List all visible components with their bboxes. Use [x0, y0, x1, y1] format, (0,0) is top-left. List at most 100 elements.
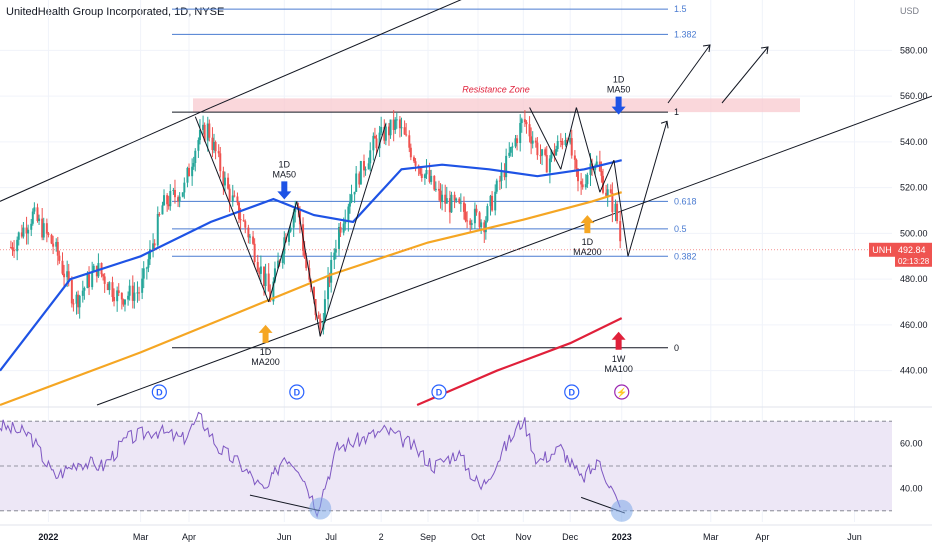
candle-body [294, 206, 297, 213]
bar-countdown: 02:13:28 [898, 257, 930, 266]
candle-body [503, 171, 506, 178]
candle-body [347, 206, 350, 221]
price-tick-label: 500.00 [900, 228, 928, 238]
candle-body [486, 206, 489, 221]
candle-body [523, 119, 526, 123]
swing-line [599, 159, 615, 193]
price-tick-label: 580.00 [900, 45, 928, 55]
symbol-badge [869, 242, 895, 257]
candle-body [11, 247, 14, 251]
candle-body [511, 146, 514, 148]
event-marker-circle [151, 384, 167, 400]
resistance-zone-label: Resistance Zone [462, 84, 530, 94]
projection-arrowhead [660, 120, 669, 129]
symbol-badge-text: UNH [872, 245, 892, 255]
candle-body [616, 203, 619, 222]
candle-body [203, 124, 206, 141]
last-price-value: 492.84 [898, 245, 926, 255]
price-tick-label: 480.00 [900, 274, 928, 284]
candle-body [384, 126, 387, 141]
moving-average-3 [416, 317, 623, 407]
candle-body [88, 274, 91, 288]
candle-body [339, 226, 342, 233]
candle-body [548, 158, 551, 173]
candle-body [423, 174, 426, 178]
candle-body [256, 261, 259, 272]
candle-body [458, 198, 461, 203]
candle-body [81, 290, 84, 296]
price-tick-label: 520.00 [900, 183, 928, 193]
candle-body [142, 268, 145, 279]
candle-body [362, 161, 365, 171]
candle-body [566, 140, 569, 143]
swing-line [268, 201, 298, 303]
candle-body [489, 195, 492, 207]
candle-body [369, 150, 372, 164]
candle-body [191, 166, 194, 177]
channel-upper-line [0, 107, 212, 202]
candle-body [586, 174, 589, 185]
time-tick-label: Nov [515, 532, 532, 542]
candle-body [188, 167, 191, 177]
candle-body [22, 227, 25, 237]
candle-body [395, 119, 398, 121]
candle-body [52, 243, 55, 247]
fib-level-label: 0 [674, 343, 679, 353]
candle-body [192, 163, 195, 167]
candle-body [358, 173, 361, 185]
candle-body [312, 287, 315, 300]
candle-body [213, 141, 216, 151]
moving-average-2 [0, 191, 623, 407]
candle-body [462, 202, 465, 212]
arrow-up-icon [580, 215, 595, 234]
fib-level-label: 1.5 [674, 4, 687, 14]
candle-body [400, 127, 403, 129]
candle-body [528, 124, 531, 137]
candle-body [259, 266, 262, 274]
candle-body [344, 220, 347, 224]
candle-body [83, 287, 86, 291]
candle-body [534, 140, 537, 143]
candle-body [13, 250, 16, 252]
price-tick-label: 460.00 [900, 320, 928, 330]
candle-body [550, 150, 553, 159]
candle-body [17, 232, 20, 240]
candle-body [611, 192, 614, 213]
candle-body [434, 188, 437, 190]
channel-lower-line [96, 95, 932, 406]
annotation-label-line2: MA50 [273, 169, 297, 179]
candle-body [219, 153, 222, 172]
candle-body [387, 126, 390, 136]
candle-body [227, 177, 230, 189]
candle-body [544, 149, 547, 155]
candle-body [281, 253, 284, 264]
time-tick-label: Apr [182, 532, 196, 542]
candle-body [66, 271, 69, 278]
chart-title: UnitedHealth Group Incorporated, 1D, NYS… [6, 6, 225, 18]
candle-body [91, 271, 94, 288]
candle-body [9, 247, 12, 249]
candle-body [491, 195, 494, 211]
candle-body [252, 236, 255, 244]
candle-body [198, 129, 201, 141]
candle-body [414, 161, 417, 166]
candle-body [595, 161, 598, 166]
candle-body [38, 218, 41, 221]
candle-body [353, 191, 356, 195]
candle-body [545, 154, 548, 173]
candle-body [33, 207, 36, 212]
candle-body [570, 138, 573, 156]
candle-body [86, 274, 89, 288]
candle-body [217, 151, 220, 154]
candle-body [561, 140, 564, 146]
price-tick-label: 440.00 [900, 366, 928, 376]
time-tick-label: 2023 [612, 532, 632, 542]
candle-body [505, 155, 508, 178]
candle-body [27, 229, 30, 234]
annotation-label-line1: 1D [279, 159, 291, 169]
candle-body [172, 189, 175, 191]
candle-body [248, 236, 251, 238]
candle-body [439, 190, 442, 203]
candle-body [186, 167, 189, 183]
